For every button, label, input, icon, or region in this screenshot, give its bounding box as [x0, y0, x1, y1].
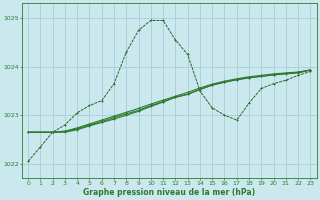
X-axis label: Graphe pression niveau de la mer (hPa): Graphe pression niveau de la mer (hPa): [83, 188, 255, 197]
